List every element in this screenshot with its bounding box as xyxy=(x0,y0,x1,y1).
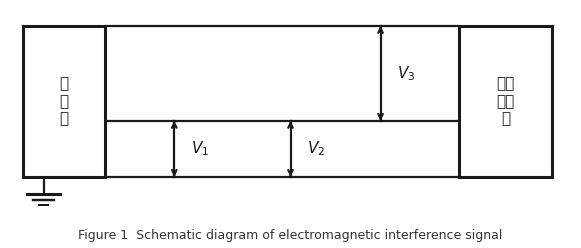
Text: 干
扚
源: 干 扚 源 xyxy=(59,76,69,126)
Text: $V_1$: $V_1$ xyxy=(191,140,209,158)
Text: Figure 1  Schematic diagram of electromagnetic interference signal: Figure 1 Schematic diagram of electromag… xyxy=(78,229,503,242)
Bar xyxy=(459,26,552,177)
Text: 被干
扚设
备: 被干 扚设 备 xyxy=(496,76,515,126)
Bar xyxy=(23,26,105,177)
Text: $V_3$: $V_3$ xyxy=(397,64,415,83)
Text: $V_2$: $V_2$ xyxy=(307,140,325,158)
